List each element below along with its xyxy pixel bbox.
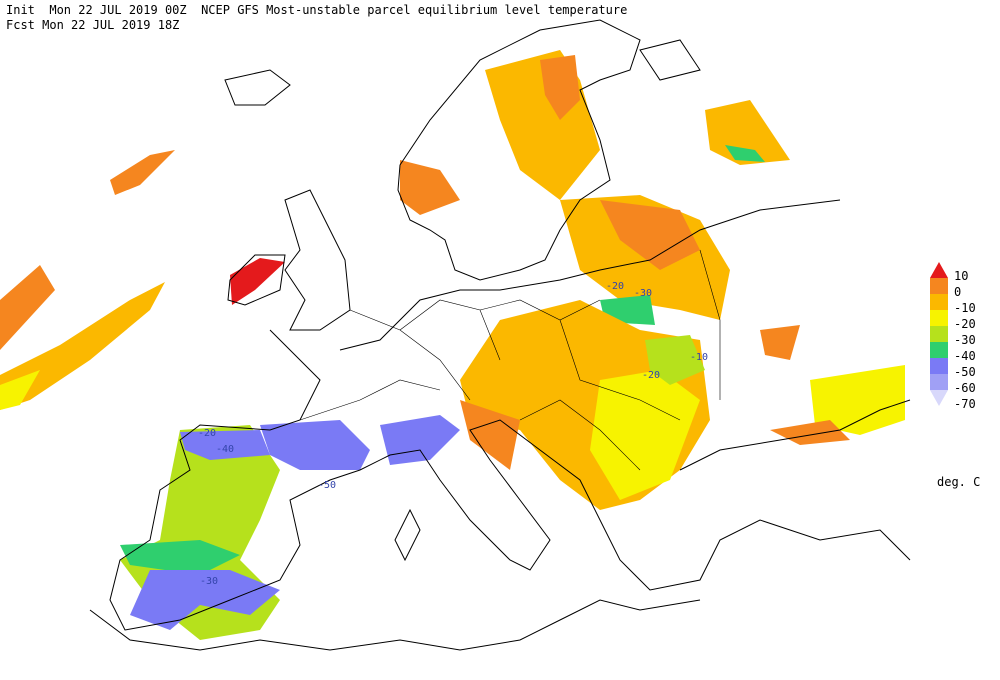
field — [380, 415, 460, 465]
contour-label: -30 — [200, 576, 218, 587]
coastlines — [89, 19, 911, 651]
field — [0, 370, 40, 410]
field — [810, 365, 905, 435]
legend-unit: deg. C — [937, 475, 980, 489]
field — [180, 430, 270, 460]
field — [705, 100, 790, 165]
coastline — [339, 199, 841, 351]
contour-label: -20 — [198, 428, 216, 439]
field — [540, 55, 580, 120]
contour-label: -50 — [318, 480, 336, 491]
legend-label: -40 — [954, 349, 976, 363]
field — [645, 335, 705, 385]
shaded-fields — [0, 50, 905, 640]
coastline — [284, 189, 351, 331]
legend-label: -10 — [954, 301, 976, 315]
legend-label: 0 — [954, 285, 961, 299]
field — [0, 265, 55, 350]
legend-swatch — [930, 326, 948, 342]
contour-label: -10 — [690, 352, 708, 363]
legend-swatch — [930, 342, 948, 358]
coastline — [227, 254, 286, 306]
contour-label: -40 — [216, 444, 234, 455]
legend-label: -60 — [954, 381, 976, 395]
legend-swatch — [930, 262, 948, 278]
coastline — [394, 39, 701, 562]
field — [230, 258, 285, 305]
legend-swatch — [930, 310, 948, 326]
legend-label: -30 — [954, 333, 976, 347]
legend-swatch — [930, 278, 948, 294]
field — [760, 325, 800, 360]
field — [130, 570, 280, 630]
legend-label: -50 — [954, 365, 976, 379]
coastline — [89, 599, 701, 651]
field — [400, 160, 460, 215]
legend-swatch — [930, 390, 948, 406]
field — [0, 282, 165, 410]
borders — [299, 249, 721, 471]
field — [120, 540, 240, 575]
field — [590, 370, 700, 500]
legend-label: -20 — [954, 317, 976, 331]
field — [260, 420, 370, 470]
contour-label: -20 — [642, 370, 660, 381]
field — [725, 145, 765, 162]
coastline — [679, 399, 911, 471]
legend-swatch — [930, 294, 948, 310]
field — [460, 400, 520, 470]
legend-swatch — [930, 358, 948, 374]
legend-swatch — [930, 374, 948, 390]
legend-label: -70 — [954, 397, 976, 411]
field — [110, 150, 175, 195]
legend: 10 0 -10 -20 -30 -40 -50 -60 -70 — [930, 262, 976, 411]
field — [600, 200, 700, 270]
legend-label: 10 — [954, 269, 968, 283]
contour-label: -30 — [634, 288, 652, 299]
border — [299, 249, 721, 471]
contour-label: -20 — [606, 281, 624, 292]
init-line: Init Mon 22 JUL 2019 00Z NCEP GFS Most-u… — [6, 3, 627, 17]
fcst-line: Fcst Mon 22 JUL 2019 18Z — [6, 18, 179, 32]
contour-labels: -20-40-50-30-20-30-10-20 — [198, 281, 708, 587]
coastline — [224, 69, 291, 106]
coastline — [109, 329, 911, 631]
coastline — [397, 19, 641, 281]
